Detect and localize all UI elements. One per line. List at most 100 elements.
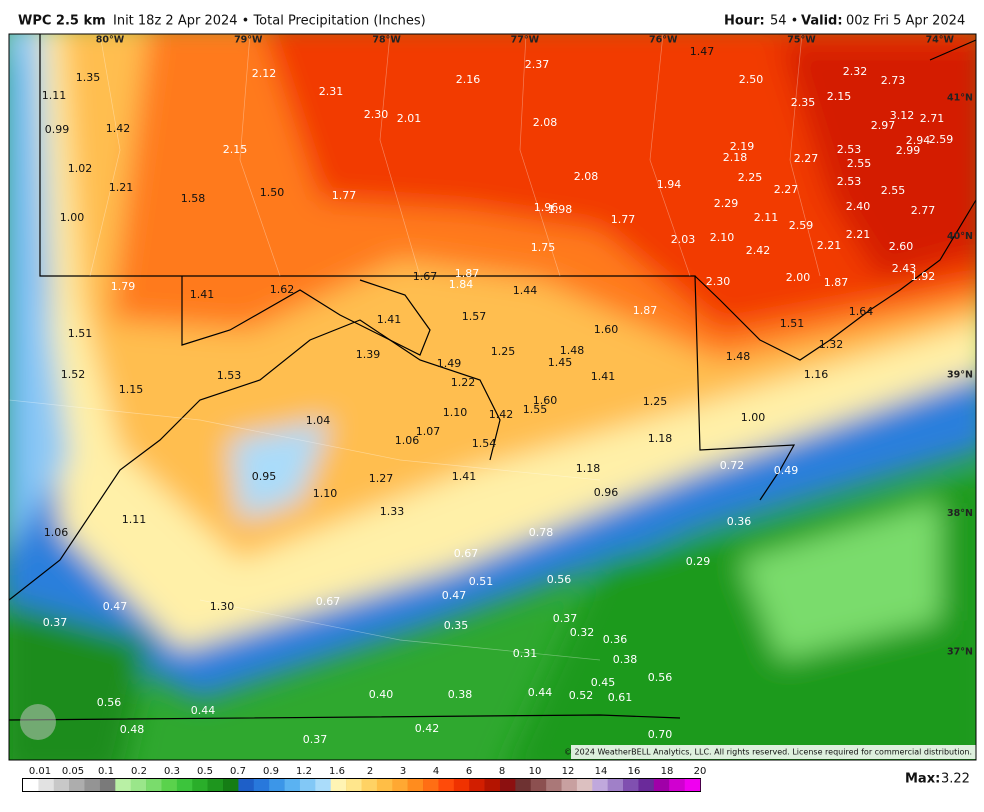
precip-value: 2.10 [710,231,735,244]
precip-value: 1.87 [824,276,849,289]
precip-value: 1.53 [217,369,242,382]
colorbar-label: 0.05 [62,766,84,777]
hour-label: Hour: [724,14,765,29]
precip-value: 2.73 [881,74,906,87]
precip-value: 1.16 [804,368,829,381]
colorbar-cell [330,779,347,791]
colorbar-cell [99,779,116,791]
precip-value: 2.55 [847,157,872,170]
precip-value: 1.79 [111,280,136,293]
valid-label: Valid: [801,14,843,29]
precip-value: 2.25 [738,171,763,184]
latitude-label: 37°N [947,647,973,658]
precip-value: 2.27 [794,152,819,165]
precip-value: 2.29 [714,197,739,210]
precip-value: 0.78 [529,526,554,539]
colorbar-cell [130,779,147,791]
precip-value: 1.49 [437,357,462,370]
longitude-label: 79°W [234,35,263,46]
colorbar-label: 0.5 [197,766,213,777]
precip-value: 1.94 [657,178,682,191]
map-frame [8,33,977,761]
colorbar-label: 6 [466,766,472,777]
colorbar-cell [299,779,316,791]
longitude-label: 76°W [649,35,678,46]
precip-value: 0.37 [43,616,68,629]
precip-value: 1.04 [306,414,331,427]
boundaries [9,34,976,721]
precip-value: 1.30 [210,600,235,613]
precip-value: 0.67 [454,547,479,560]
precip-value: 1.18 [648,432,673,445]
precip-value: 1.00 [741,411,766,424]
precip-value: 2.32 [843,65,868,78]
precip-value: 1.27 [369,472,394,485]
precip-value: 0.36 [603,633,628,646]
precip-value: 1.00 [60,211,85,224]
colorbar-cell [146,779,162,791]
colorbar-cell [84,779,101,791]
colorbar-cell [438,779,455,791]
colorbar-label: 0.2 [131,766,147,777]
logo [20,704,56,740]
precip-value: 1.75 [531,241,556,254]
colorbar-cell [315,779,332,791]
latitude-label: 39°N [947,370,973,381]
colorbar-cell [607,779,624,791]
colorbar-cell [392,779,408,791]
precip-value: 2.11 [754,211,779,224]
precip-value: 1.77 [611,213,636,226]
precip-value: 0.40 [369,688,394,701]
colorbar-label: 16 [628,766,641,777]
precip-value: 2.50 [739,73,764,86]
precip-value: 2.37 [525,58,550,71]
precip-value: 2.00 [786,271,811,284]
precip-value: 1.67 [413,270,438,283]
precip-value: 2.30 [706,275,731,288]
precip-value: 1.64 [849,305,874,318]
precip-value: 1.51 [68,327,93,340]
precip-value: 2.55 [881,184,906,197]
colorbar-cell [192,779,208,791]
precip-value: 1.42 [489,408,514,421]
colorbar-label: 18 [661,766,674,777]
precip-value: 2.30 [364,108,389,121]
max-label: Max: [905,772,940,787]
precip-value: 0.44 [528,686,553,699]
precip-value: 0.56 [648,671,673,684]
precip-value: 2.16 [456,73,481,86]
colorbar-label: 14 [595,766,608,777]
colorbar-cell [669,779,685,791]
valid: 00z Fri 5 Apr 2024 [846,14,965,29]
precip-value: 2.15 [223,143,248,156]
precip-value: 0.72 [720,459,745,472]
precip-value: 1.45 [548,356,573,369]
precip-value: 2.40 [846,200,871,213]
precip-value: 1.60 [533,394,558,407]
precip-value: 1.50 [260,186,285,199]
colorbar-label: 2 [367,766,373,777]
precip-value: 1.57 [462,310,487,323]
precip-value: 2.08 [533,116,558,129]
colorbar-cell [115,779,132,791]
colorbar-cell [346,779,362,791]
colorbar-cell [207,779,224,791]
longitude-label: 80°W [96,35,125,46]
colorbar-cell [23,779,39,791]
precip-value: 2.27 [774,183,799,196]
precip-value: 1.42 [106,122,131,135]
precip-value: 2.60 [889,240,914,253]
precip-field [9,34,976,760]
colorbar-label: 10 [529,766,542,777]
precip-value: 1.06 [395,434,420,447]
precip-value: 1.15 [119,383,144,396]
colorbar-label: 1.6 [329,766,345,777]
colorbar-cell [423,779,439,791]
precip-value: 1.48 [560,344,585,357]
init: Init 18z 2 Apr 2024 • Total Precipitatio… [113,14,426,29]
precip-value: 1.98 [548,203,573,216]
colorbar-label: 1.2 [296,766,312,777]
colorbar-cell [530,779,547,791]
